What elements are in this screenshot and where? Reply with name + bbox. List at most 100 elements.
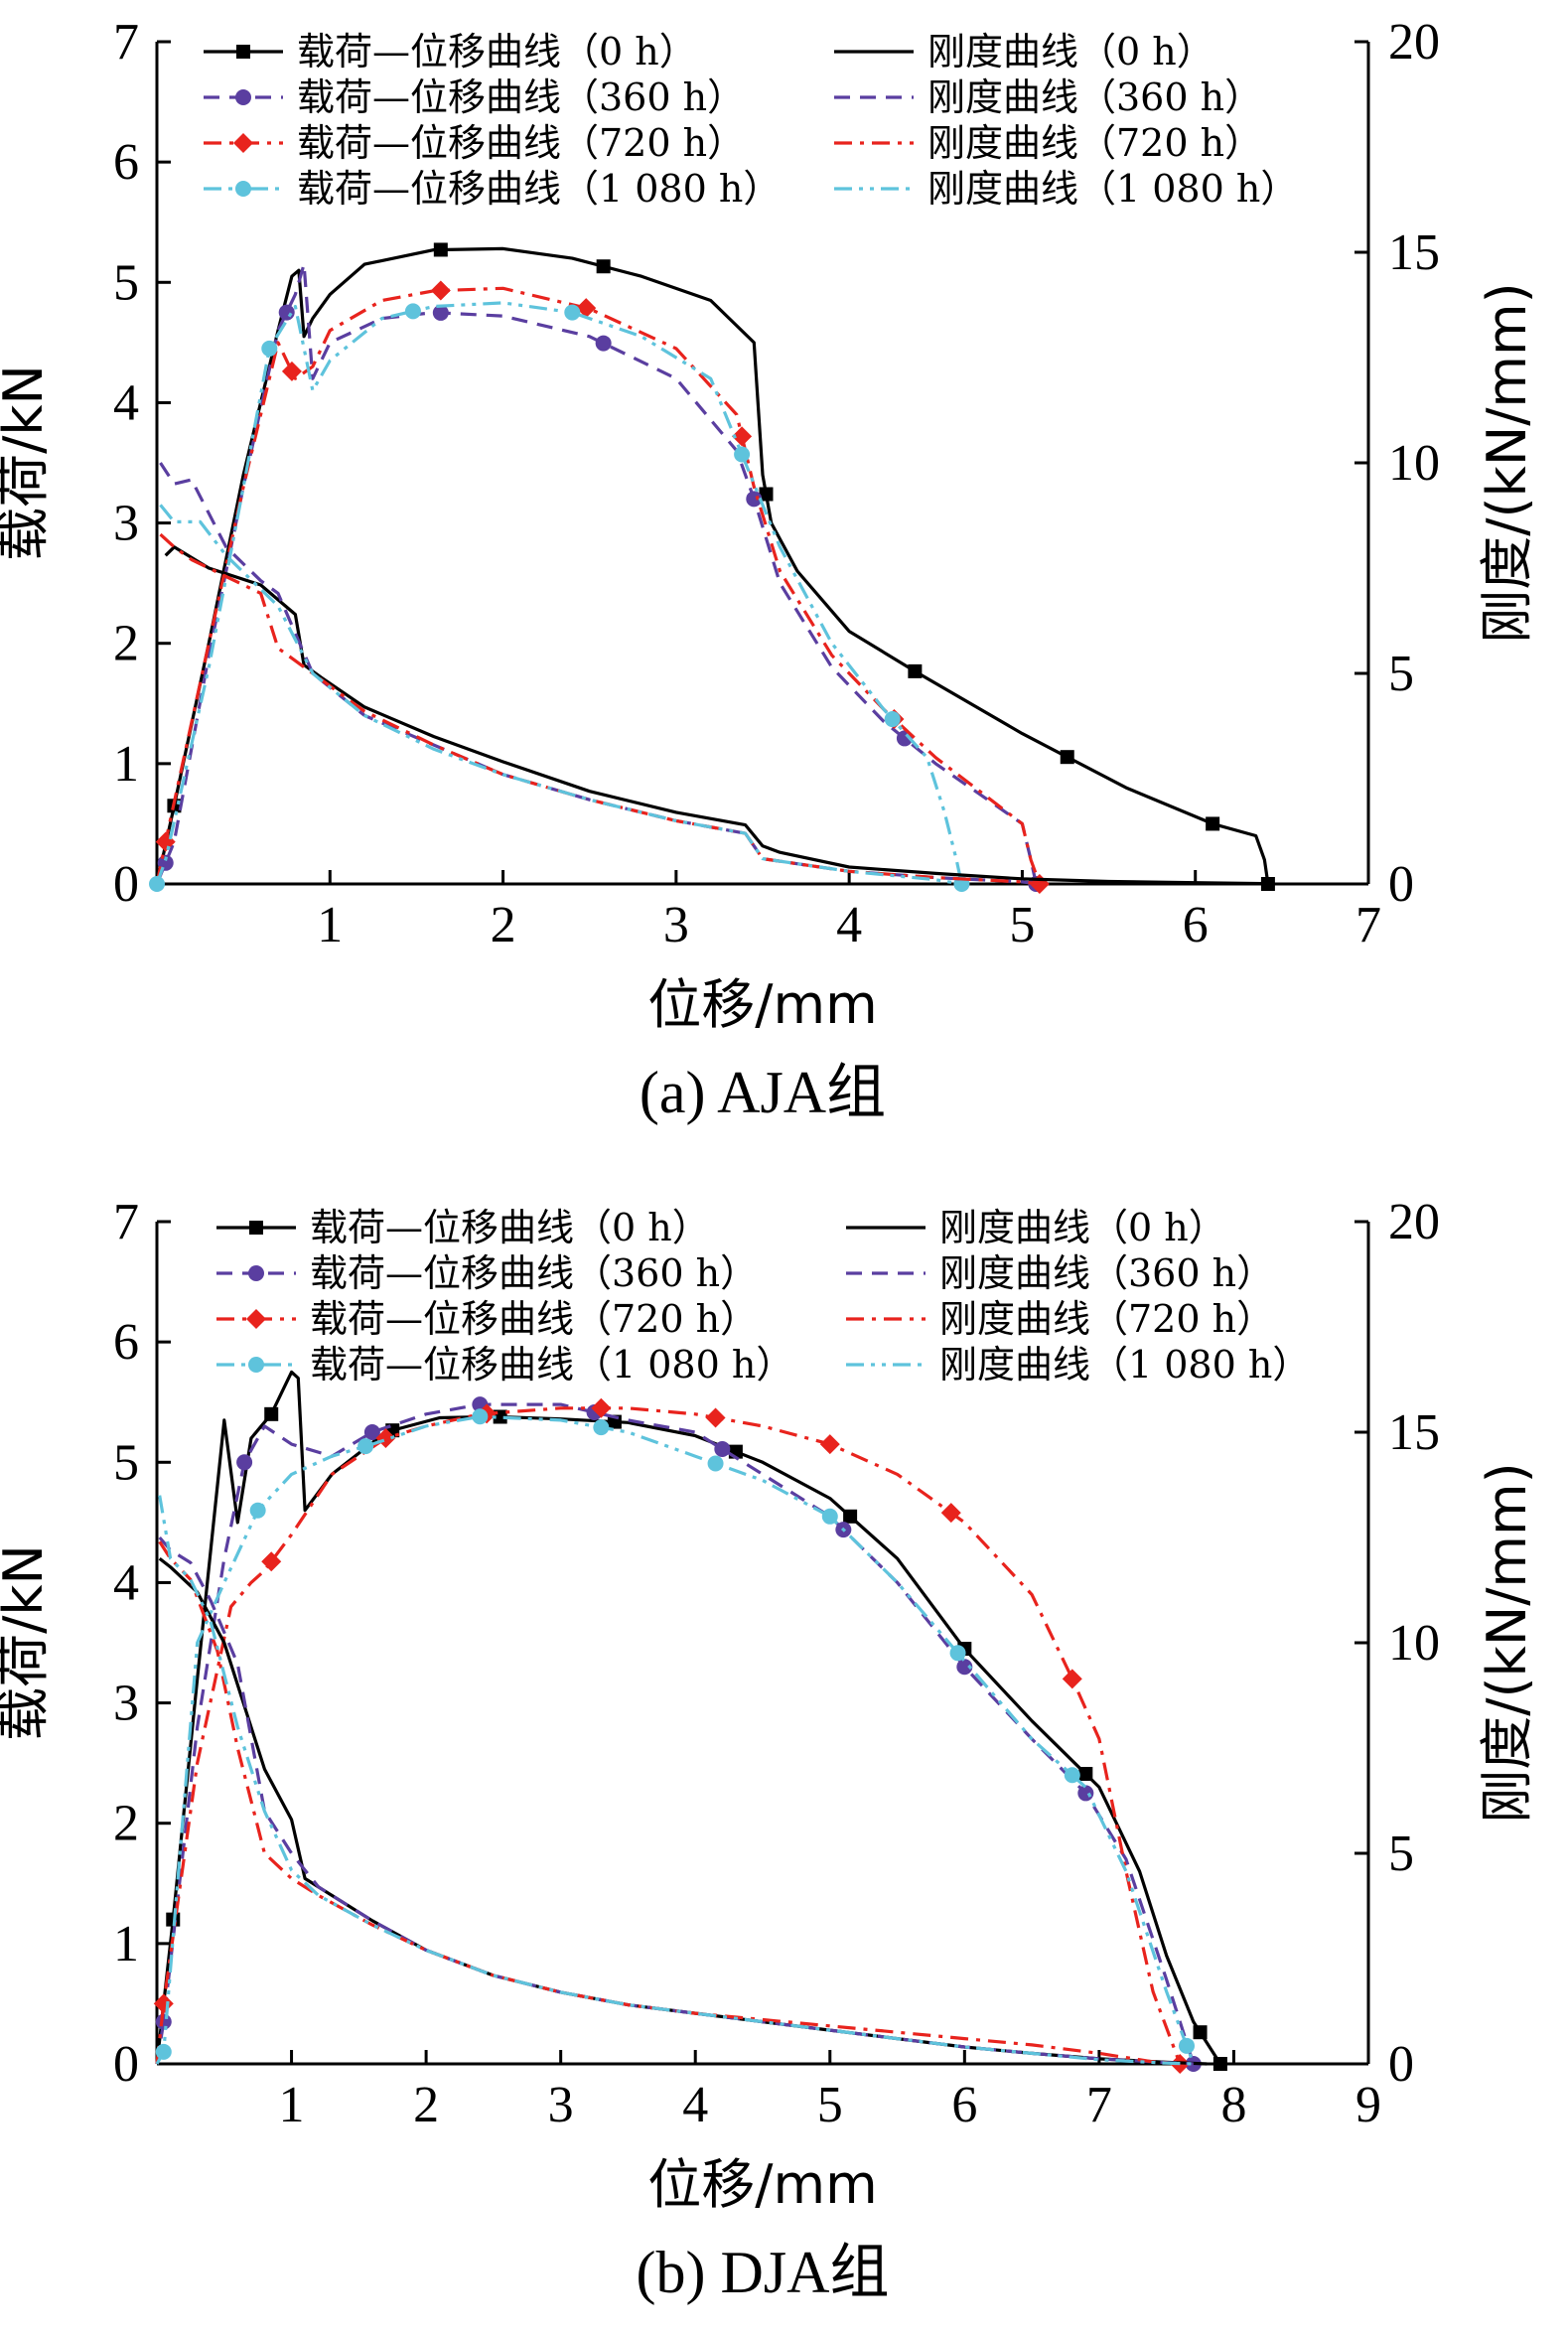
legend-marker — [235, 89, 251, 105]
y2-tick-label: 5 — [1388, 1826, 1414, 1882]
data-point — [1193, 2025, 1208, 2040]
y2-tick-label: 15 — [1388, 224, 1440, 281]
data-point — [821, 1508, 838, 1525]
data-point — [1077, 1785, 1094, 1802]
data-point — [596, 259, 611, 274]
data-point — [593, 1419, 610, 1436]
data-point — [949, 1645, 966, 1662]
data-point — [908, 663, 923, 678]
y-tick-label: 3 — [113, 1676, 139, 1732]
data-point — [940, 1503, 961, 1524]
legend-label: 载荷—位移曲线（360 h） — [297, 75, 745, 119]
data-point — [1212, 2057, 1227, 2071]
data-point — [404, 303, 421, 320]
legend-marker — [249, 1221, 263, 1235]
legend-label: 刚度曲线（360 h） — [927, 75, 1262, 119]
data-point — [843, 1509, 858, 1524]
data-point — [278, 304, 295, 321]
legend-marker — [248, 1357, 264, 1373]
legend-label: 刚度曲线（720 h） — [939, 1297, 1274, 1341]
series-line-0 — [155, 246, 1270, 885]
data-point — [433, 242, 448, 257]
x-tick-label: 2 — [413, 2077, 439, 2133]
y2-tick-label: 0 — [1388, 856, 1414, 913]
y2-axis-title: 刚度/(kN/mm) — [1476, 1462, 1538, 1823]
data-point — [595, 335, 612, 352]
data-point — [746, 491, 763, 508]
data-point — [884, 711, 901, 728]
data-point — [236, 1454, 253, 1471]
data-point — [759, 487, 774, 502]
legend-label: 载荷—位移曲线（360 h） — [310, 1251, 758, 1295]
series-group — [149, 242, 1275, 894]
y2-tick-label: 0 — [1388, 2036, 1414, 2093]
series-line-6 — [158, 1540, 1181, 2066]
legend-label: 刚度曲线（1 080 h） — [927, 167, 1298, 211]
chart-panel-a: 0 1 2 3 4 5 6 7 0 5 10 15 20 1 2 3 4 5 6 7 位移/mm 载荷/kN 刚度/(kN/… — [0, 14, 1538, 1125]
data-point — [1060, 750, 1074, 765]
series-line-1 — [155, 1402, 1196, 2065]
y-tick-label: 2 — [113, 1796, 139, 1852]
y-tick-label: 7 — [113, 14, 139, 71]
legend: 载荷—位移曲线（0 h）载荷—位移曲线（360 h）载荷—位移曲线（720 h）… — [216, 1206, 1310, 1387]
axes: 0 1 2 3 4 5 6 7 0 5 10 15 20 1 2 3 4 5 6 7 8 9 — [113, 1194, 1440, 2133]
y-tick-label: 7 — [113, 1194, 139, 1250]
series-line-4 — [164, 545, 1265, 886]
data-point — [249, 1502, 266, 1519]
data-point — [564, 304, 581, 321]
data-point — [819, 1434, 840, 1455]
legend-label: 载荷—位移曲线（720 h） — [310, 1297, 758, 1341]
y-tick-label: 1 — [113, 736, 139, 793]
legend-marker — [235, 181, 251, 197]
data-point — [1206, 816, 1220, 831]
x-tick-label: 4 — [682, 2077, 708, 2133]
series-line-3 — [155, 1414, 1196, 2065]
legend-label: 载荷—位移曲线（1 080 h） — [310, 1343, 793, 1387]
legend-label: 载荷—位移曲线（0 h） — [310, 1206, 710, 1249]
y-tick-label: 3 — [113, 496, 139, 552]
y2-tick-label: 20 — [1388, 14, 1440, 71]
series-line-5 — [159, 462, 1041, 886]
x-tick-label: 1 — [279, 2077, 305, 2133]
x-tick-label: 7 — [1086, 2077, 1112, 2133]
series-line-7 — [159, 504, 962, 886]
data-point — [1260, 877, 1275, 891]
data-point — [591, 1397, 612, 1418]
data-point — [956, 1659, 973, 1676]
data-point — [707, 1455, 724, 1472]
y2-axis-title: 刚度/(kN/mm) — [1476, 282, 1538, 643]
data-point — [357, 1438, 374, 1455]
data-point — [149, 876, 165, 892]
legend-label: 刚度曲线（0 h） — [939, 1206, 1226, 1249]
series-group — [153, 1370, 1227, 2074]
chart-panel-b: 0 1 2 3 4 5 6 7 0 5 10 15 20 1 2 3 4 5 6 7 8 9 位移/mm 载荷/kN 刚度/(k… — [0, 1172, 1568, 2337]
y-tick-label: 2 — [113, 616, 139, 672]
series-line-3 — [155, 301, 963, 885]
data-point — [264, 1406, 279, 1421]
y-tick-label: 6 — [113, 1314, 139, 1371]
legend-marker — [233, 133, 253, 153]
series-line-7 — [158, 1495, 1194, 2066]
chart-b-svg: 0 1 2 3 4 5 6 7 0 5 10 15 20 1 2 3 4 5 6 7 8 9 位移/mm 载荷/kN 刚度/(k… — [0, 1194, 1538, 2305]
series-line-2 — [155, 286, 1042, 885]
legend-label: 刚度曲线（360 h） — [939, 1251, 1274, 1295]
y-tick-label: 5 — [113, 254, 139, 311]
data-point — [375, 1428, 396, 1449]
y-tick-label: 5 — [113, 1434, 139, 1491]
x-tick-label: 1 — [317, 897, 343, 953]
y2-tick-label: 20 — [1388, 1194, 1440, 1250]
legend-label: 载荷—位移曲线（0 h） — [297, 30, 697, 73]
legend-label: 刚度曲线（0 h） — [927, 30, 1214, 73]
legend-marker — [246, 1309, 266, 1329]
y-tick-label: 1 — [113, 1916, 139, 1972]
data-point — [1179, 2037, 1195, 2054]
series-line-6 — [159, 532, 1041, 886]
legend-label: 刚度曲线（720 h） — [927, 121, 1262, 165]
data-point — [1064, 1767, 1080, 1784]
legend-marker — [248, 1265, 264, 1281]
x-tick-label: 4 — [836, 897, 862, 953]
x-tick-label: 5 — [817, 2077, 843, 2133]
y2-tick-label: 10 — [1388, 1615, 1440, 1672]
